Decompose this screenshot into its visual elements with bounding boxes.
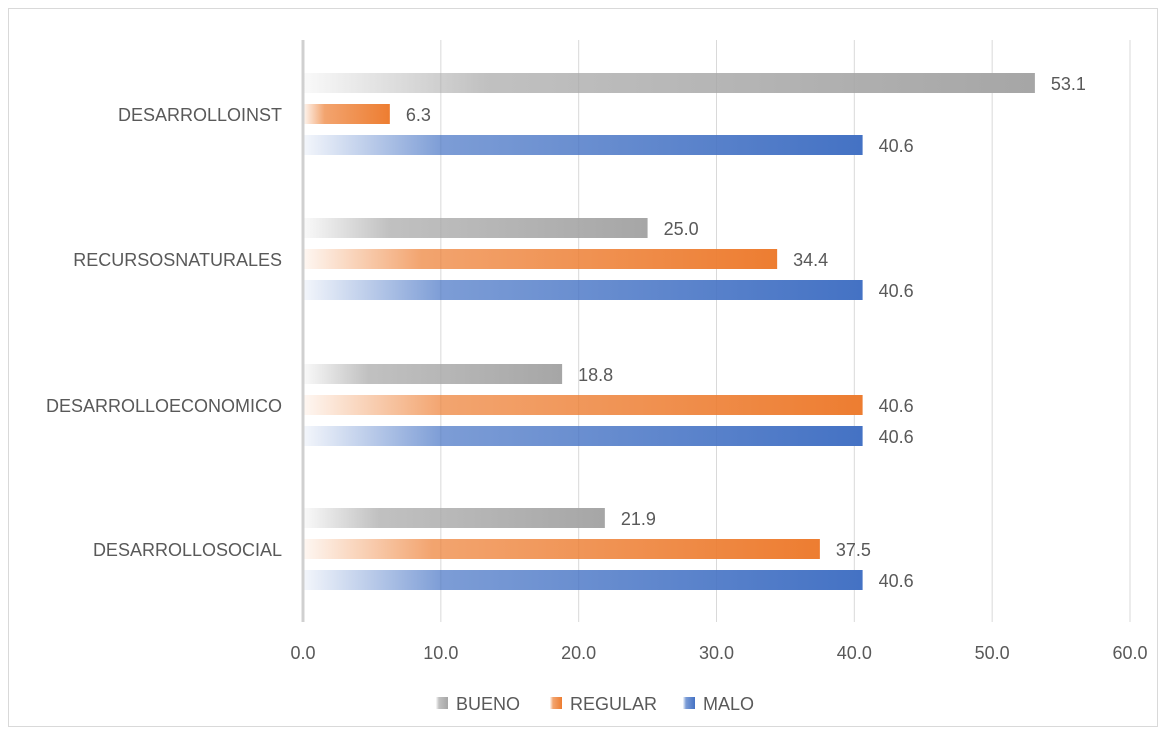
legend-swatch-regular [550,697,562,709]
bar-bueno [303,364,563,384]
bar-malo [303,135,863,155]
data-label: 21.9 [621,509,656,529]
x-tick-label: 20.0 [561,643,596,663]
data-label: 37.5 [836,540,871,560]
legend-label: REGULAR [570,694,657,714]
x-tick-label: 30.0 [699,643,734,663]
bar-bueno [303,218,648,238]
x-tick-label: 50.0 [975,643,1010,663]
legend-swatch-bueno [436,697,448,709]
data-label: 40.6 [879,571,914,591]
category-label: DESARROLLOSOCIAL [93,540,282,560]
data-label: 25.0 [664,219,699,239]
gridlines [440,40,1131,622]
data-labels: 53.1 6.3 40.6 25.0 34.4 40.6 18.8 40.6 40.6 21.9 3… [406,74,1086,591]
legend-swatch-malo [683,697,695,709]
bar-regular [303,249,778,269]
x-tick-label: 60.0 [1112,643,1147,663]
x-tick-label: 40.0 [837,643,872,663]
bar-bueno [303,73,1035,93]
bar-regular [303,395,863,415]
data-label: 40.6 [879,281,914,301]
legend-label: BUENO [456,694,520,714]
data-label: 40.6 [879,136,914,156]
x-tick-label: 0.0 [290,643,315,663]
data-label: 40.6 [879,396,914,416]
bar-bueno [303,508,605,528]
chart-frame [8,8,1158,727]
bar-malo [303,426,863,446]
data-label: 40.6 [879,427,914,447]
bar-regular [303,104,390,124]
data-label: 6.3 [406,105,431,125]
category-label: DESARROLLOINST [118,105,282,125]
bar-malo [303,280,863,300]
data-label: 18.8 [578,365,613,385]
x-axis-ticks: 0.0 10.0 20.0 30.0 40.0 50.0 60.0 [290,643,1147,663]
data-label: 53.1 [1051,74,1086,94]
legend: BUENO REGULAR MALO [436,694,754,714]
bar-malo [303,570,863,590]
legend-label: MALO [703,694,754,714]
category-label: RECURSOSNATURALES [73,250,282,270]
bar-regular [303,539,820,559]
category-label: DESARROLLOECONOMICO [46,396,282,416]
data-label: 34.4 [793,250,828,270]
x-tick-label: 10.0 [423,643,458,663]
bars [303,73,1035,590]
category-labels: DESARROLLOINST RECURSOSNATURALES DESARROLL… [46,105,282,560]
